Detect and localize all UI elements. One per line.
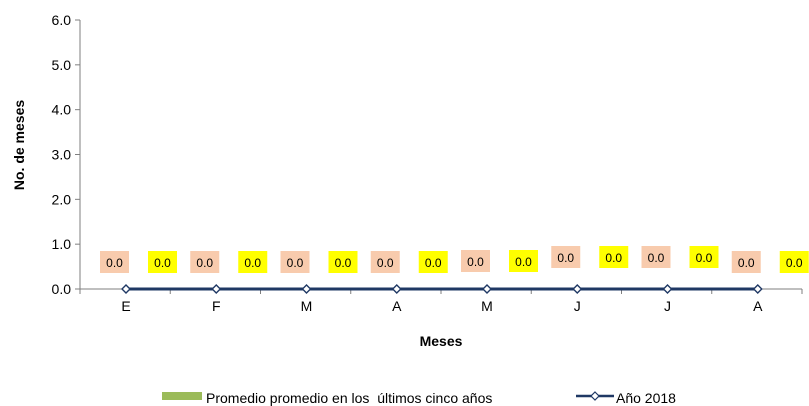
bar-data-label: 0.0 (287, 256, 304, 270)
line-point (752, 284, 763, 294)
bar-label-bg (100, 251, 129, 273)
x-tick-label: E (121, 298, 130, 314)
line-point (482, 284, 492, 294)
line-data-label: 0.0 (425, 256, 442, 270)
legend-label-promedio: Promedio promedio en los últimos cinco a… (206, 390, 492, 406)
y-tick-label: 4.0 (52, 102, 72, 118)
bar-label-bg (280, 251, 310, 273)
line-label-bg (599, 246, 629, 268)
line-label-bg (328, 251, 358, 273)
line-label-bg (238, 251, 268, 273)
bar-label-bg (370, 251, 400, 273)
line-point (121, 284, 131, 294)
line-label-bg (779, 251, 809, 273)
y-tick-label: 5.0 (52, 57, 72, 73)
data-labels: 0.0 0.0 0.0 0.0 0.0 0.0 0.0 0.0 0.0 0.0 0.0 0.0 0.0 0… (100, 246, 809, 273)
x-tick-label: A (753, 298, 763, 314)
line-data-label: 0.0 (515, 255, 532, 269)
y-axis: 0.0 1.0 2.0 3.0 4.0 5.0 6.0 (52, 12, 81, 297)
line-label-bg (509, 250, 538, 272)
line-label-bg (689, 246, 719, 268)
x-tick-label: M (481, 298, 493, 314)
line-data-label: 0.0 (154, 256, 171, 270)
bar-label-bg (461, 250, 490, 272)
legend-marker-2018 (590, 391, 600, 401)
legend-label-2018: Año 2018 (616, 390, 676, 406)
bar-data-label: 0.0 (648, 251, 665, 265)
line-point (301, 284, 312, 294)
bar-data-label: 0.0 (106, 256, 123, 270)
line-point (391, 284, 402, 294)
line-label-bg (148, 251, 177, 273)
line-data-label: 0.0 (244, 256, 261, 270)
y-tick-label: 6.0 (52, 12, 72, 28)
x-axis-title: Meses (420, 333, 463, 349)
legend-swatch-promedio (162, 392, 202, 400)
bar-label-bg (190, 251, 220, 273)
bar-data-label: 0.0 (467, 255, 484, 269)
x-tick-label: F (212, 298, 221, 314)
legend: Promedio promedio en los últimos cinco a… (162, 390, 676, 406)
line-data-label: 0.0 (786, 256, 803, 270)
bar-label-bg (551, 246, 581, 268)
line-point (662, 284, 673, 294)
y-tick-label: 1.0 (52, 236, 72, 252)
x-tick-label: A (392, 298, 402, 314)
y-tick-label: 0.0 (52, 281, 72, 297)
bar-data-label: 0.0 (557, 251, 574, 265)
line-point (211, 284, 222, 294)
y-tick-label: 2.0 (52, 191, 72, 207)
bar-data-label: 0.0 (196, 256, 213, 270)
line-data-label: 0.0 (335, 256, 352, 270)
series-layer (121, 284, 763, 294)
line-data-label: 0.0 (696, 251, 713, 265)
line-point (572, 284, 583, 294)
bar-label-bg (641, 246, 671, 268)
x-tick-label: J (664, 298, 671, 314)
x-tick-label: J (574, 298, 581, 314)
line-data-label: 0.0 (605, 251, 622, 265)
y-axis-title: No. de meses (11, 100, 27, 190)
y-tick-label: 3.0 (52, 147, 72, 163)
bar-label-bg (731, 251, 761, 273)
x-tick-label: M (301, 298, 313, 314)
bar-data-label: 0.0 (377, 256, 394, 270)
line-label-bg (418, 251, 448, 273)
bar-data-label: 0.0 (738, 256, 755, 270)
